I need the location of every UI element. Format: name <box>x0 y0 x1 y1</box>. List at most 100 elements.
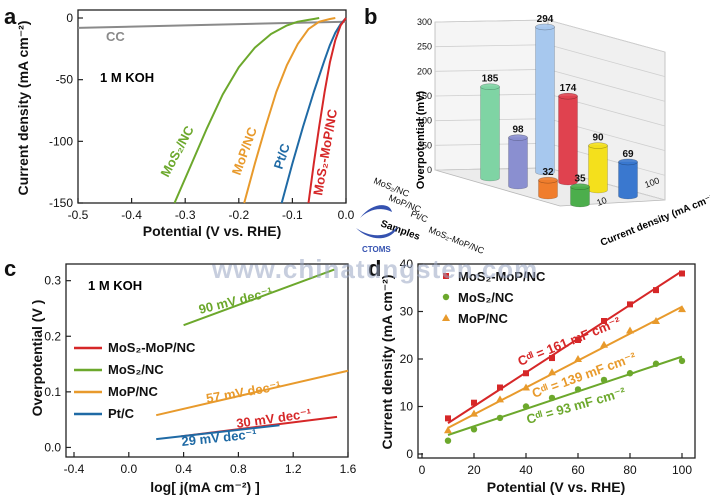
y-tick-label: 100 <box>417 116 432 126</box>
series-line-mop-nc <box>243 17 336 204</box>
series-label-mos2-nc: MoS₂/NC <box>157 123 197 180</box>
legend-label-pt-c: Pt/C <box>108 406 135 421</box>
slope-label-mos2-nc: 90 mV dec⁻¹ <box>197 284 274 317</box>
grid-line <box>434 19 549 23</box>
data-point-mos2-nc <box>678 357 686 365</box>
grid-line <box>547 44 666 78</box>
data-point-mos2-nc <box>496 414 504 422</box>
panel-b-ylabel: Overpotential (mV) <box>415 90 427 189</box>
x-tick-label: -0.2 <box>228 208 249 222</box>
bar-mos-nc-100 <box>535 26 555 176</box>
series-line-mos2-nc <box>173 17 320 204</box>
panel-b-bars: 294 174 90 69 185 98 32 35 <box>480 14 638 208</box>
y-tick-label: 150 <box>417 91 432 101</box>
panel-d-letter: d <box>368 256 381 281</box>
data-point-mos2-mop-nc <box>627 301 633 308</box>
series-line-mop-nc <box>155 369 349 417</box>
series-line-pt-c <box>280 17 347 204</box>
y-tick-label: 0 <box>406 447 413 461</box>
bar-top-mop-nc-100 <box>558 92 578 100</box>
data-point-mos2-mop-nc <box>549 355 555 362</box>
data-point-mop-nc <box>678 305 686 313</box>
x-tick-label: 0 <box>419 463 426 477</box>
panel-a-annotation: 1 M KOH <box>100 70 154 85</box>
y-tick-label: -100 <box>49 134 73 148</box>
x-tick-label: 100 <box>672 463 692 477</box>
x-tick-label: 1.2 <box>285 462 302 476</box>
panel-c-annotation: 1 M KOH <box>88 278 142 293</box>
panel-a: a -0.5 -0.4 -0.3 -0.2 -0.1 0.0 0 -50 -100 -150 Po… <box>4 4 355 239</box>
watermark-text: www.chinatungsten.com <box>211 254 538 284</box>
x-tick-label: 0.8 <box>230 462 247 476</box>
bar-value-label-mos-nc-100: 294 <box>537 14 554 25</box>
y-tick-label: 10 <box>400 400 414 414</box>
y-tick-label: 0.3 <box>44 274 61 288</box>
data-point-mos2-nc <box>600 376 608 384</box>
data-point-mos2-nc <box>522 403 530 410</box>
slope-label-mop-nc: 57 mV dec⁻¹ <box>205 378 282 406</box>
bar-top-pt-c-100 <box>588 142 608 149</box>
bar-mop-nc-10 <box>508 137 528 190</box>
fit-line-mop-nc <box>447 305 683 429</box>
panel-a-xlabel: Potential (V vs. RHE) <box>143 223 281 239</box>
data-point-mos2-nc <box>548 394 556 402</box>
slope-label-pt-c: 29 mV dec⁻¹ <box>181 426 258 449</box>
panel-d-xlabel: Potential (V vs. RHE) <box>487 479 625 495</box>
bar-mos-nc-10 <box>480 86 500 182</box>
data-point-mos2-mop-nc <box>471 399 477 406</box>
legend-label-mop-nc: MoP/NC <box>458 311 508 326</box>
panel-b-letter: b <box>364 4 377 29</box>
panel-c-letter: c <box>4 256 16 281</box>
bar-value-label-mos-mop-nc-10: 35 <box>574 174 586 185</box>
bar-top-pt-c-10 <box>538 176 558 184</box>
data-point-mop-nc <box>522 383 530 391</box>
panel-c-xlabel: log[ j(mA cm⁻²) ] <box>150 479 260 495</box>
data-point-mop-nc <box>652 317 660 324</box>
series-line-cc <box>77 20 347 29</box>
x-tick-label: 0.0 <box>338 208 355 222</box>
bar-mos-mop-nc-100 <box>618 161 638 200</box>
data-point-mop-nc <box>600 340 608 348</box>
panel-b-xlabel: Samples <box>379 218 422 243</box>
x-tick-label: 40 <box>519 463 533 477</box>
legend-marker-mos2-nc <box>442 293 450 301</box>
data-point-mos2-nc <box>652 360 660 367</box>
logo-swoosh-top <box>360 205 392 218</box>
data-point-mop-nc <box>470 409 478 417</box>
bar-top-mos-nc-100 <box>535 23 555 31</box>
bar-value-label-mop-nc-100: 174 <box>560 83 577 94</box>
series-label-mop-nc: MoP/NC <box>229 124 260 177</box>
panel-a-ylabel: Current density (mA cm⁻²) <box>15 21 31 196</box>
data-point-mos2-nc <box>626 370 634 377</box>
legend-marker-mos2-mop-nc <box>443 273 449 279</box>
y-tick-label: 0.1 <box>44 385 61 399</box>
data-point-mop-nc <box>548 368 556 376</box>
fit-line-mos2-mop-nc <box>447 270 683 424</box>
bar-pt-c-100 <box>588 145 608 194</box>
panel-d-frame <box>417 263 696 459</box>
data-point-mop-nc <box>574 355 582 362</box>
legend-label-mos2-nc: MoS₂/NC <box>458 290 514 305</box>
bar-mop-nc-100 <box>558 95 578 186</box>
data-point-mos2-nc <box>444 437 452 444</box>
data-point-mop-nc <box>496 395 504 403</box>
data-point-mos2-mop-nc <box>653 287 659 294</box>
x-tick-label: -0.4 <box>121 208 142 222</box>
panel-c-legend: MoS₂-MoP/NC MoS₂/NC MoP/NC Pt/C <box>74 340 196 421</box>
bar-top-mos-mop-nc-100 <box>618 158 638 166</box>
y-tick-label: -150 <box>49 196 73 210</box>
y-tick-label: 0 <box>427 165 432 175</box>
x-tick-label: 0.0 <box>120 462 137 476</box>
panel-c-frame <box>65 263 349 458</box>
data-point-mos2-mop-nc <box>445 415 451 422</box>
grid-line <box>547 19 666 53</box>
logo-text: CTOMS <box>362 245 391 254</box>
legend-label-mos2-mop-nc: MoS₂-MoP/NC <box>108 340 196 355</box>
data-point-mos2-mop-nc <box>601 318 607 324</box>
panel-a-series <box>77 17 347 204</box>
y-tick-label: 30 <box>400 305 414 319</box>
x-tick-label: -0.5 <box>68 208 89 222</box>
x-tick-label: 20 <box>467 463 481 477</box>
x-tick-label: 80 <box>623 463 637 477</box>
